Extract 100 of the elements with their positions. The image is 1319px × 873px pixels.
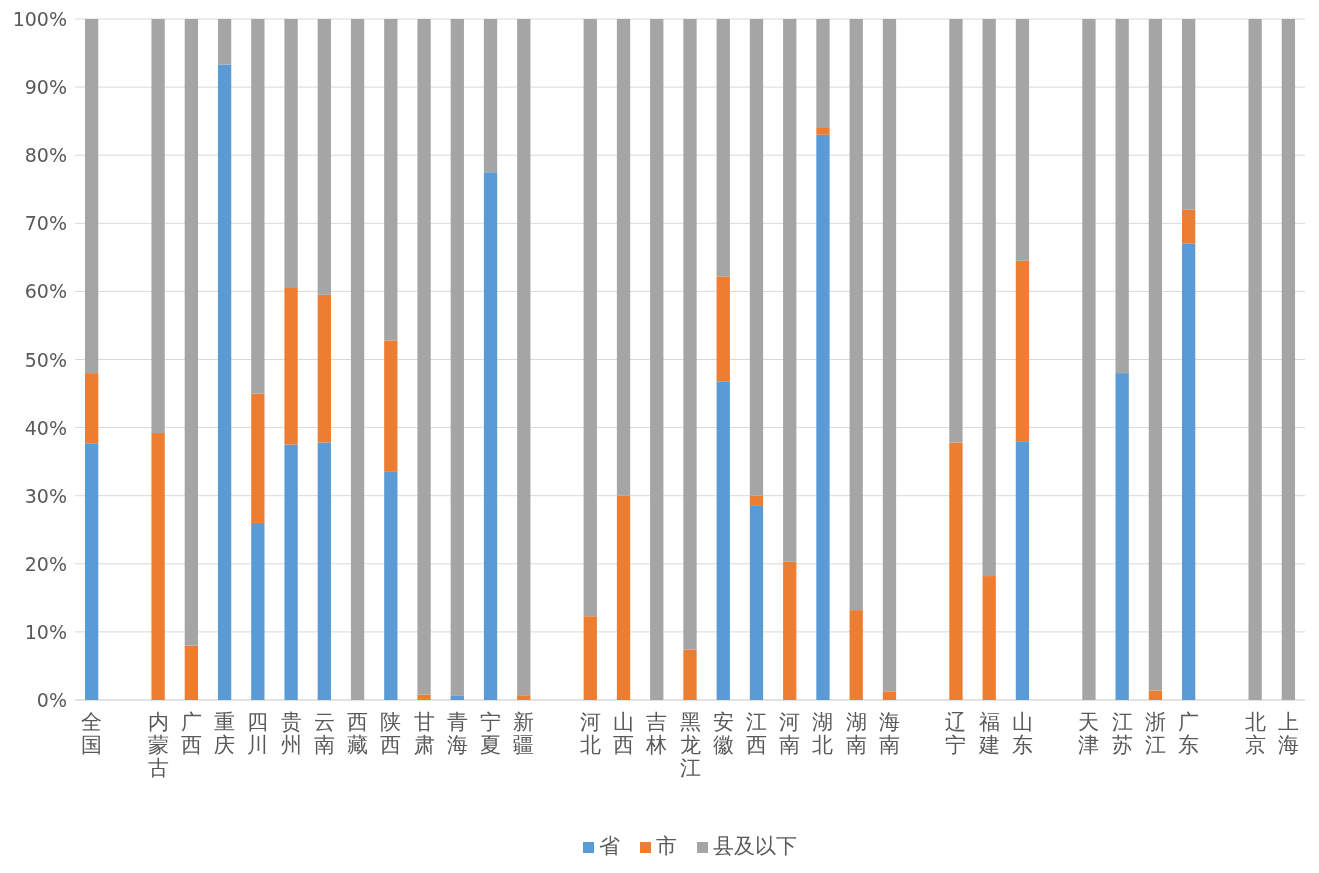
bar <box>583 19 597 617</box>
x-tick-label: 江苏 <box>1111 710 1133 757</box>
x-tick-label: 湖南 <box>845 710 867 757</box>
bar <box>1182 209 1196 244</box>
bar <box>849 19 863 611</box>
x-tick-label: 北京 <box>1244 710 1266 757</box>
bar <box>1148 19 1163 691</box>
legend-label: 县及以下 <box>713 834 797 858</box>
x-tick-label: 海南 <box>878 710 900 757</box>
x-tick-label: 河北 <box>579 710 601 757</box>
x-tick-label: 吉林 <box>645 710 668 757</box>
bar <box>1082 19 1096 700</box>
x-tick-label: 黑龙江 <box>679 710 701 780</box>
bar <box>1182 19 1196 210</box>
x-tick-label: 福建 <box>977 710 1000 757</box>
bar <box>384 340 398 472</box>
bar <box>317 442 331 700</box>
bar <box>982 19 996 577</box>
bar <box>1015 260 1030 442</box>
x-tick-label: 湖北 <box>812 710 834 757</box>
legend-label: 省 <box>599 834 620 858</box>
y-tick-label: 0% <box>36 689 67 711</box>
bar <box>483 172 498 700</box>
bar <box>683 649 697 700</box>
bar <box>616 19 631 496</box>
bar <box>517 19 531 696</box>
x-tick-label: 云南 <box>313 710 335 757</box>
bar <box>616 495 631 700</box>
bar <box>84 19 99 374</box>
y-tick-label: 80% <box>24 144 67 167</box>
y-tick-label: 90% <box>24 76 67 99</box>
y-tick-label: 10% <box>24 620 67 643</box>
bar <box>384 471 398 700</box>
x-tick-label: 河南 <box>779 710 801 757</box>
x-tick-label: 贵州 <box>280 710 302 757</box>
bar <box>749 495 764 506</box>
y-tick-label: 30% <box>24 484 67 507</box>
x-tick-label: 四川 <box>247 710 269 757</box>
bar <box>317 294 331 443</box>
x-tick-label: 辽宁 <box>945 710 967 757</box>
bar <box>1115 373 1129 700</box>
bar <box>151 19 165 434</box>
x-tick-label: 上海 <box>1277 710 1299 757</box>
bar <box>184 19 198 646</box>
bar <box>816 127 830 135</box>
bar <box>982 576 996 700</box>
bar <box>882 691 897 700</box>
bar <box>217 64 232 700</box>
y-tick-label: 20% <box>24 552 67 575</box>
bar <box>483 19 498 173</box>
bar <box>251 522 265 700</box>
bar <box>749 19 764 496</box>
x-tick-label: 新疆 <box>513 710 535 757</box>
bar <box>783 19 797 562</box>
bar <box>251 19 265 394</box>
bar <box>317 19 331 295</box>
x-tick-label: 宁夏 <box>480 710 502 757</box>
x-tick-label: 江西 <box>745 710 767 757</box>
bar <box>1148 690 1163 700</box>
x-tick-label: 全国 <box>81 710 103 757</box>
bar <box>450 19 464 696</box>
bar <box>384 19 398 341</box>
y-tick-label: 70% <box>24 212 67 235</box>
bar <box>417 694 431 700</box>
bar <box>517 695 531 700</box>
bar <box>583 616 597 700</box>
x-tick-label: 山东 <box>1011 710 1033 757</box>
bar <box>350 19 365 700</box>
bar <box>949 19 963 443</box>
bar <box>650 19 664 700</box>
bar <box>217 19 232 65</box>
bar <box>683 19 697 650</box>
y-tick-label: 50% <box>24 348 67 371</box>
bar <box>716 19 730 277</box>
bar <box>284 288 298 445</box>
x-tick-label: 广东 <box>1178 710 1200 757</box>
legend-label: 市 <box>656 834 677 858</box>
bar <box>716 381 730 700</box>
bar <box>184 645 198 700</box>
bar <box>284 444 298 700</box>
x-tick-label: 内蒙古 <box>147 710 169 780</box>
y-tick-label: 60% <box>24 280 67 303</box>
bar <box>849 610 863 700</box>
bar <box>816 134 830 700</box>
bar <box>816 19 830 128</box>
bar <box>84 373 99 444</box>
bar <box>783 561 797 700</box>
bar <box>284 19 298 288</box>
bar <box>151 433 165 700</box>
bar <box>882 19 897 692</box>
bar <box>1015 441 1030 700</box>
bar <box>450 695 464 700</box>
y-tick-label: 100% <box>12 8 67 30</box>
y-tick-label: 40% <box>24 416 67 439</box>
bar <box>251 393 265 523</box>
bar <box>949 442 963 700</box>
x-tick-label: 山西 <box>613 710 635 757</box>
x-tick-label: 广西 <box>180 710 202 757</box>
x-tick-label: 西藏 <box>347 710 369 757</box>
bar <box>716 276 730 382</box>
